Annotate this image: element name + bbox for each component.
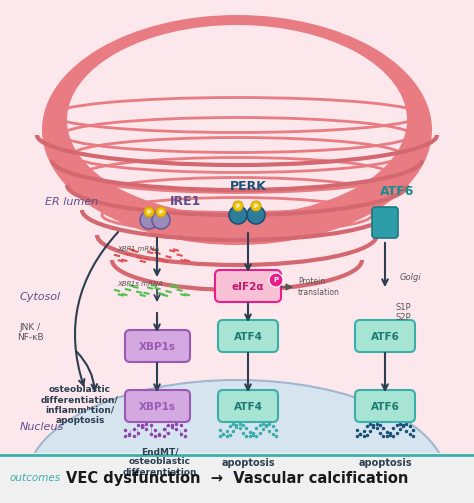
Text: ATF4: ATF4 <box>234 332 263 342</box>
Text: XBP1s mRNA: XBP1s mRNA <box>117 281 163 287</box>
Text: VEC dysfunction  →  Vascular calcification: VEC dysfunction → Vascular calcification <box>66 470 408 485</box>
Text: outcomes: outcomes <box>10 473 61 483</box>
Text: XBP1s: XBP1s <box>138 342 175 352</box>
Text: ATF6: ATF6 <box>371 332 400 342</box>
Text: P: P <box>147 210 151 214</box>
FancyBboxPatch shape <box>215 270 281 302</box>
Circle shape <box>247 206 265 224</box>
Text: IRE1: IRE1 <box>170 195 201 208</box>
Ellipse shape <box>42 15 432 245</box>
Text: XBP1s: XBP1s <box>138 402 175 412</box>
FancyBboxPatch shape <box>355 320 415 352</box>
Text: Cytosol: Cytosol <box>20 292 61 302</box>
Ellipse shape <box>27 380 447 503</box>
Text: P: P <box>254 204 258 209</box>
Text: ATF4: ATF4 <box>234 402 263 412</box>
FancyBboxPatch shape <box>125 330 190 362</box>
Text: S1P
S2P: S1P S2P <box>395 303 411 322</box>
Text: ATF6: ATF6 <box>380 185 414 198</box>
FancyBboxPatch shape <box>125 390 190 422</box>
Text: P: P <box>159 210 163 214</box>
Ellipse shape <box>67 25 407 215</box>
Text: ATF6: ATF6 <box>371 402 400 412</box>
Text: Nucleus: Nucleus <box>20 422 64 432</box>
Text: P: P <box>273 277 279 283</box>
Text: ER lumen: ER lumen <box>45 197 98 207</box>
Circle shape <box>229 206 247 224</box>
Text: P: P <box>236 204 240 209</box>
Circle shape <box>140 211 158 229</box>
Text: apoptosis: apoptosis <box>358 458 412 468</box>
FancyBboxPatch shape <box>372 207 398 238</box>
Circle shape <box>156 207 166 217</box>
Text: osteoblastic
differentiation/
inflammʰtion/
apoptosis: osteoblastic differentiation/ inflammʰti… <box>41 385 119 425</box>
Text: JNK /
NF-κB: JNK / NF-κB <box>17 322 43 342</box>
Text: XBP1 mRNA: XBP1 mRNA <box>117 246 159 252</box>
Circle shape <box>269 273 283 287</box>
Circle shape <box>233 201 243 211</box>
FancyBboxPatch shape <box>218 320 278 352</box>
Text: apoptosis: apoptosis <box>221 458 275 468</box>
FancyBboxPatch shape <box>0 453 474 503</box>
Circle shape <box>144 207 154 217</box>
Text: PERK: PERK <box>230 180 267 193</box>
Text: eIF2α: eIF2α <box>232 282 264 292</box>
Text: Golgi: Golgi <box>400 273 422 282</box>
Circle shape <box>251 201 261 211</box>
Text: EndMT/
osteoblastic
differentiation: EndMT/ osteoblastic differentiation <box>123 447 197 477</box>
Text: Protein
translation: Protein translation <box>298 277 340 297</box>
FancyBboxPatch shape <box>355 390 415 422</box>
FancyBboxPatch shape <box>218 390 278 422</box>
Circle shape <box>152 211 170 229</box>
